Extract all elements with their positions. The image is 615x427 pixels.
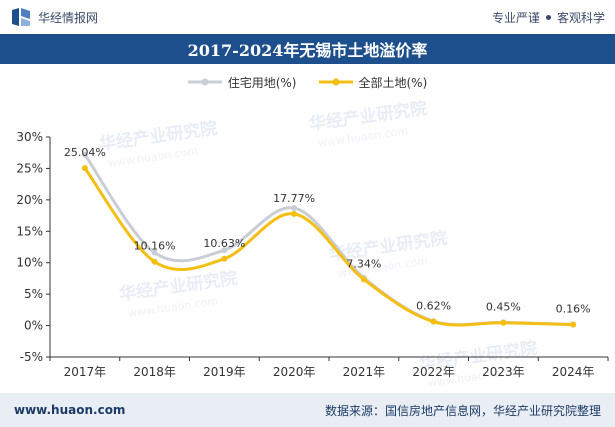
legend-item-residential: 住宅用地(%)	[187, 74, 297, 91]
data-point-all-land	[500, 319, 507, 326]
x-tick-label: 2019年	[203, 365, 246, 379]
data-point-residential-land	[221, 247, 228, 254]
chart-title: 2017-2024年无锡市土地溢价率	[0, 34, 615, 64]
y-tick-label: 5%	[24, 287, 43, 301]
data-point-all-land	[221, 255, 228, 262]
tagline-dot-icon	[545, 14, 551, 20]
data-point-residential-land	[151, 249, 158, 256]
x-tick-label: 2024年	[552, 365, 595, 379]
data-label-all-land: 0.16%	[556, 303, 591, 316]
brand-logo-icon	[12, 8, 30, 26]
y-tick-label: 10%	[16, 256, 43, 270]
tagline: 专业严谨 客观科学	[492, 9, 605, 26]
data-label-all-land: 10.63%	[203, 237, 245, 250]
tagline-right: 客观科学	[556, 10, 605, 25]
data-point-all-land	[430, 318, 437, 325]
legend-label-all-land: 全部土地(%)	[358, 75, 428, 90]
data-label-all-land: 10.16%	[134, 240, 176, 253]
y-tick-label: 25%	[16, 161, 43, 175]
footer: www.huaon.com 数据来源：国信房地产信息网，华经产业研究院整理	[0, 393, 615, 427]
x-tick-label: 2017年	[64, 365, 107, 379]
x-tick-label: 2021年	[343, 365, 386, 379]
footer-source: 数据来源：国信房地产信息网，华经产业研究院整理	[324, 403, 601, 418]
chart-axes: 30% 25% 20% 15% 10% 5% 0% -5% 2017年 2018年 2019年 202…	[16, 130, 609, 379]
data-labels-layer: 25.04% 10.16% 10.63% 17.77% 7.34% 0.62% 0.45% 0…	[64, 146, 591, 315]
line-chart: 华经产业研究院www.huaon.com华经产业研究院www.huaon.com…	[16, 98, 609, 390]
data-label-all-land: 0.45%	[486, 301, 521, 314]
legend-item-all-land: 全部土地(%)	[318, 74, 428, 91]
y-tick-label: -5%	[20, 350, 43, 364]
y-tick-label: 0%	[24, 319, 43, 333]
x-tick-label: 2023年	[482, 365, 525, 379]
legend-swatch-all-land-icon	[318, 78, 353, 86]
y-tick-label: 20%	[16, 193, 43, 207]
series-layer	[81, 151, 577, 328]
data-point-residential-land	[291, 205, 298, 212]
data-point-residential-land	[81, 151, 88, 158]
x-tick-label: 2022年	[412, 365, 455, 379]
brand: 华经情报网	[10, 6, 98, 28]
x-tick-label: 2020年	[273, 365, 316, 379]
data-label-all-land: 0.62%	[416, 300, 451, 313]
y-tick-label: 15%	[16, 224, 43, 238]
data-label-all-land: 17.77%	[273, 192, 315, 205]
x-tick-label: 2018年	[133, 365, 176, 379]
brand-name: 华经情报网	[38, 10, 99, 25]
top-bar: 华经情报网 专业严谨 客观科学	[0, 0, 615, 34]
data-label-all-land: 7.34%	[346, 257, 381, 270]
data-point-all-land	[81, 165, 88, 172]
data-point-all-land	[151, 258, 158, 265]
legend-swatch-residential-icon	[187, 78, 222, 86]
data-point-all-land	[291, 210, 298, 217]
y-tick-label: 30%	[16, 130, 43, 144]
chart-legend: 住宅用地(%) 全部土地(%)	[0, 70, 615, 94]
footer-url: www.huaon.com	[14, 403, 126, 417]
legend-label-residential: 住宅用地(%)	[227, 75, 297, 90]
data-point-all-land	[570, 321, 577, 328]
tagline-left: 专业严谨	[491, 10, 540, 25]
data-label-all-land: 25.04%	[64, 146, 106, 159]
data-point-all-land	[360, 276, 367, 283]
